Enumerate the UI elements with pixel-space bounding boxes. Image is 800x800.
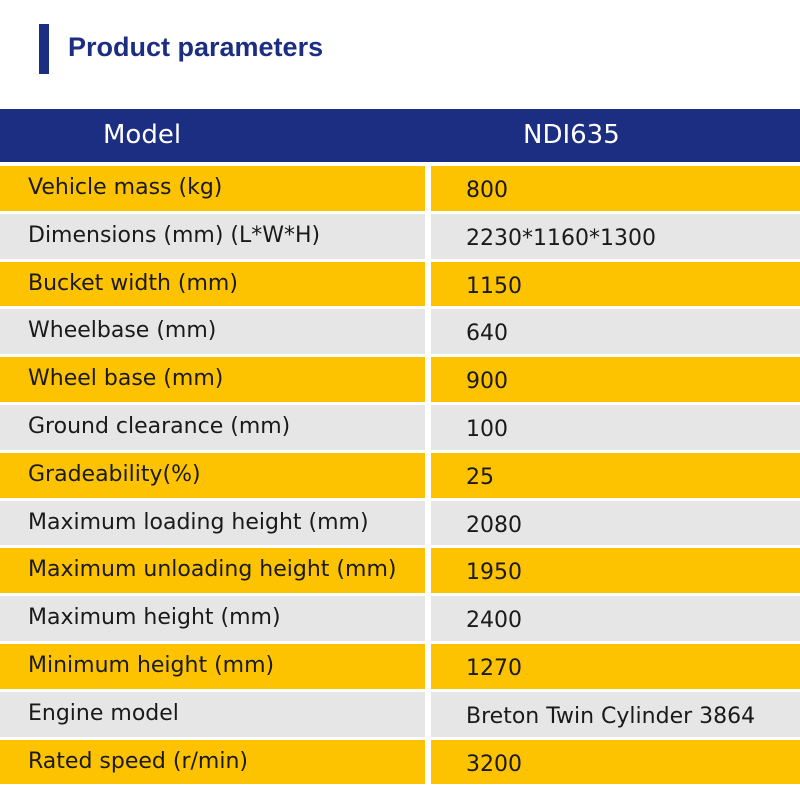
parameter-label: Maximum height (mm) (0, 596, 425, 641)
parameter-value: 640 (431, 309, 800, 355)
parameter-label: Minimum height (mm) (0, 643, 425, 689)
table-row: Dimensions (mm) (L*W*H) 2230*1160*1300 (0, 213, 800, 259)
table-header: Model NDI635 (0, 109, 800, 162)
header-model-value: NDI635 (523, 120, 620, 150)
parameter-label: Ground clearance (mm) (0, 404, 425, 450)
table-row: Wheelbase (mm) 640 (0, 309, 800, 355)
parameter-label: Engine model (0, 691, 425, 737)
parameter-label: Rated speed (r/min) (0, 739, 425, 785)
parameter-label: Maximum loading height (mm) (0, 500, 425, 546)
parameter-label: Bucket width (mm) (0, 261, 425, 307)
table-row: Vehicle mass (kg) 800 (0, 166, 800, 211)
parameter-value: 900 (431, 357, 800, 402)
parameter-label: Wheel base (mm) (0, 357, 425, 402)
parameter-value: 2080 (431, 500, 800, 546)
parameter-value: 100 (431, 404, 800, 450)
table-row: Ground clearance (mm) 100 (0, 404, 800, 450)
parameters-table: Vehicle mass (kg) 800 Dimensions (mm) (L*W… (0, 166, 800, 787)
parameter-label: Dimensions (mm) (L*W*H) (0, 213, 425, 259)
table-row: Rated speed (r/min) 3200 (0, 739, 800, 785)
page-title: Product parameters (68, 32, 324, 62)
parameter-value: 2400 (431, 596, 800, 641)
parameter-value: 3200 (431, 739, 800, 785)
parameter-label: Wheelbase (mm) (0, 309, 425, 355)
table-row: Maximum unloading height (mm) 1950 (0, 548, 800, 594)
parameter-value: 800 (431, 166, 800, 211)
parameter-value: Breton Twin Cylinder 3864 (431, 691, 800, 737)
table-row: Wheel base (mm) 900 (0, 357, 800, 402)
header-label: Model (103, 120, 182, 150)
parameter-label: Maximum unloading height (mm) (0, 548, 425, 594)
table-row: Bucket width (mm) 1150 (0, 261, 800, 307)
parameter-value: 1950 (431, 548, 800, 594)
parameter-value: 25 (431, 452, 800, 498)
parameter-value: 1270 (431, 643, 800, 689)
table-row: Engine model Breton Twin Cylinder 3864 (0, 691, 800, 737)
table-row: Maximum height (mm) 2400 (0, 596, 800, 641)
parameter-value: 2230*1160*1300 (431, 213, 800, 259)
table-row: Minimum height (mm) 1270 (0, 643, 800, 689)
table-row: Maximum loading height (mm) 2080 (0, 500, 800, 546)
title-accent-bar (39, 24, 49, 74)
parameter-label: Gradeability(%) (0, 452, 425, 498)
parameter-label: Vehicle mass (kg) (0, 166, 425, 211)
parameter-value: 1150 (431, 261, 800, 307)
table-row: Gradeability(%) 25 (0, 452, 800, 498)
